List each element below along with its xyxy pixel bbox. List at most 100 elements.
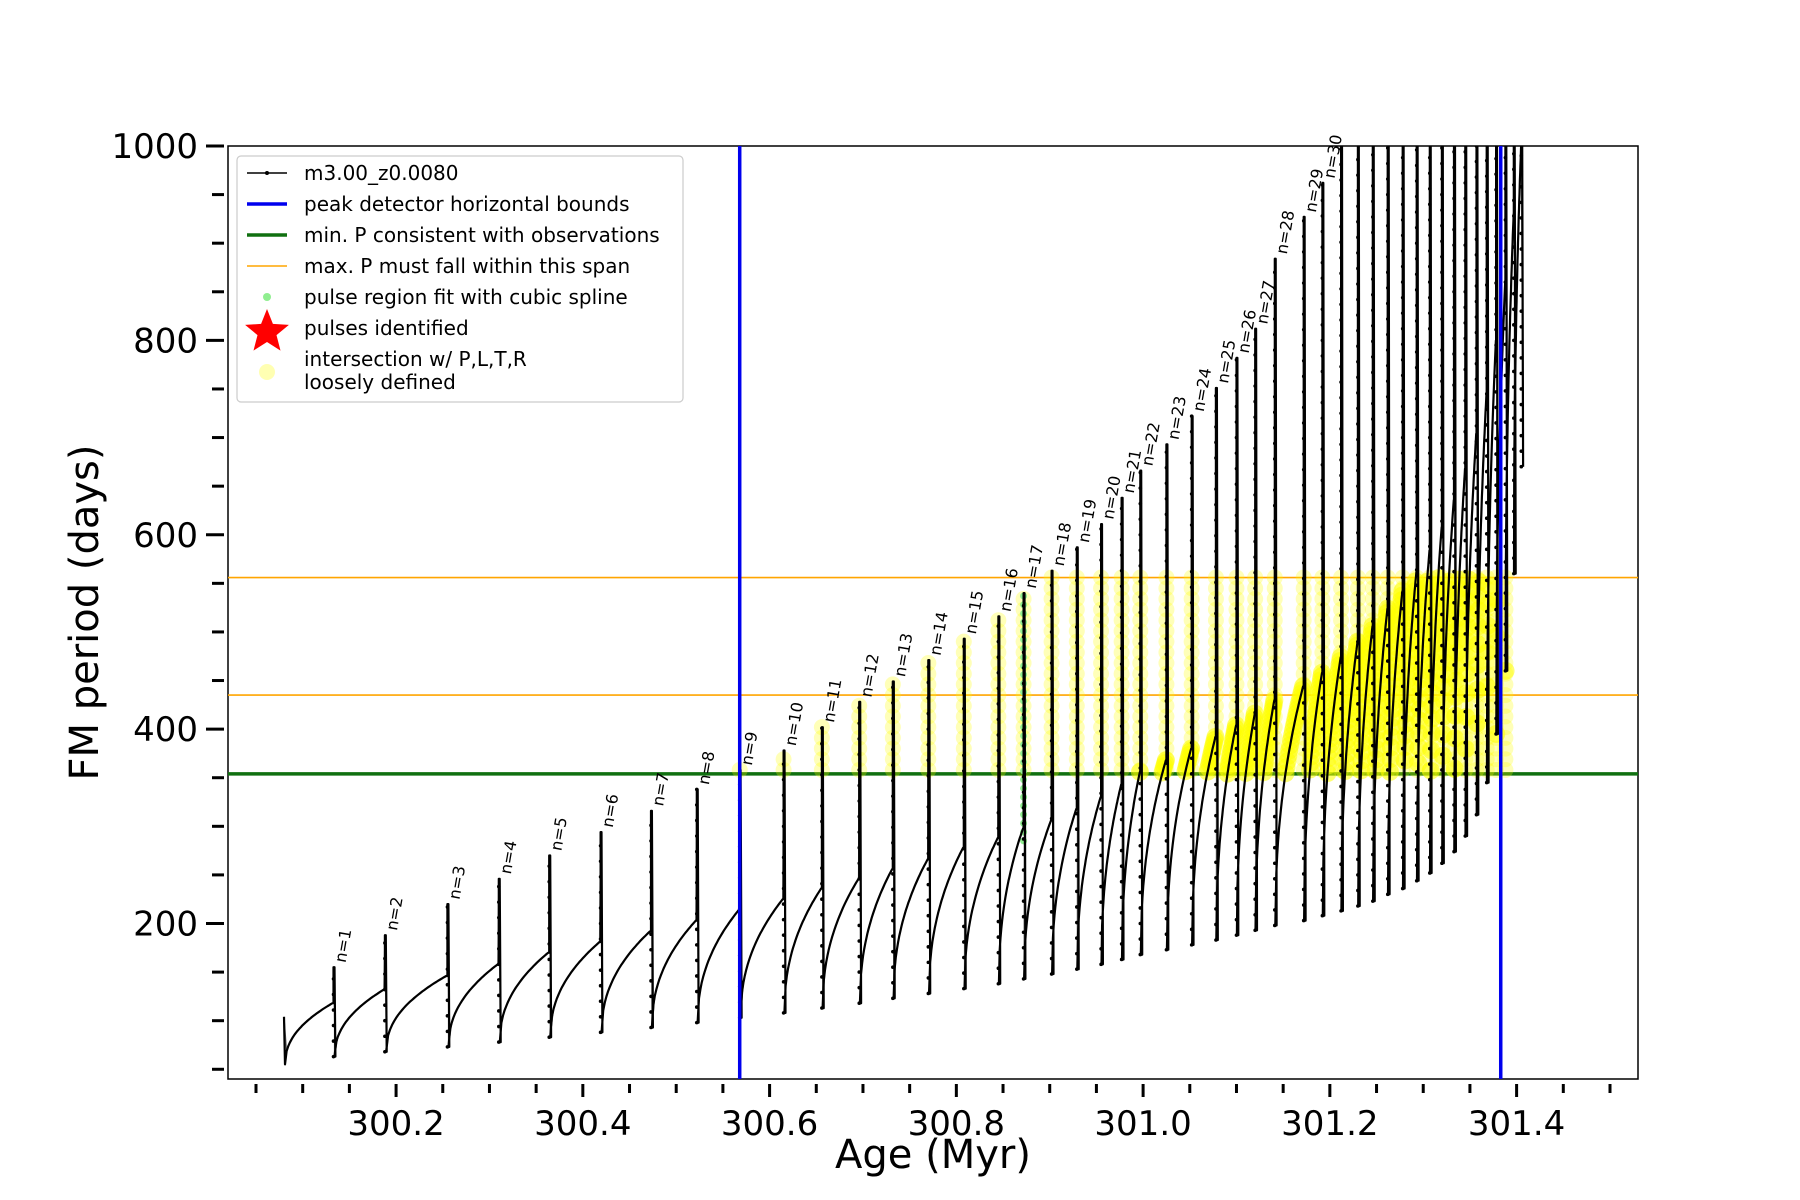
track-marker <box>1427 295 1432 300</box>
track-marker <box>1253 819 1257 824</box>
track-marker <box>1463 632 1468 636</box>
track-marker <box>996 764 1001 768</box>
track-marker <box>1414 785 1419 790</box>
track-marker <box>1503 653 1508 658</box>
track-marker <box>781 777 786 782</box>
track-marker <box>1049 878 1054 883</box>
track-marker <box>1164 450 1169 454</box>
track-marker <box>1440 783 1444 788</box>
track-marker <box>781 793 786 798</box>
y-tick-label: 600 <box>133 516 198 556</box>
track-marker <box>1414 225 1419 230</box>
track-marker <box>820 741 824 746</box>
track-marker <box>962 971 966 975</box>
track-marker <box>1440 597 1444 601</box>
track-marker <box>857 845 862 850</box>
track-marker <box>1119 848 1124 853</box>
track-marker <box>1356 313 1360 317</box>
track-marker <box>1371 837 1375 841</box>
track-marker <box>1049 925 1054 930</box>
track-marker <box>1301 358 1306 363</box>
track-marker <box>1164 512 1169 517</box>
track-marker <box>1452 243 1456 247</box>
track-marker <box>1503 560 1508 564</box>
track-marker <box>1414 288 1419 292</box>
track-marker <box>1494 312 1498 316</box>
track-marker <box>1253 524 1257 528</box>
track-marker <box>1234 622 1239 626</box>
track-marker <box>1385 737 1390 741</box>
track-marker <box>1320 742 1325 747</box>
track-marker <box>1119 755 1124 760</box>
x-tick-label: 301.2 <box>1281 1104 1378 1144</box>
track-marker <box>694 834 699 838</box>
pulse-label-n=14: n=14 <box>926 610 952 657</box>
track-marker <box>926 758 931 763</box>
track-marker <box>1463 740 1468 745</box>
track-marker <box>1339 364 1343 369</box>
track-marker <box>1138 781 1143 786</box>
track-marker <box>1427 420 1432 424</box>
track-marker <box>1164 932 1169 936</box>
track-marker <box>1301 872 1306 876</box>
track-marker <box>1272 814 1277 819</box>
track-marker <box>1253 757 1257 762</box>
track-marker <box>1385 223 1390 228</box>
track-marker <box>1253 679 1257 684</box>
track-marker <box>1519 371 1524 376</box>
track-marker <box>1400 420 1405 424</box>
track-marker <box>1474 564 1479 568</box>
track-marker <box>1427 606 1432 611</box>
track-marker <box>781 917 786 922</box>
peak-detector-bounds <box>737 146 1503 1079</box>
track-marker <box>1164 807 1169 812</box>
track-marker <box>1099 884 1103 889</box>
track-marker <box>1301 234 1306 239</box>
track-marker <box>996 842 1001 846</box>
track-marker <box>1234 824 1239 829</box>
track-marker <box>1400 264 1405 269</box>
track-marker <box>1301 592 1306 596</box>
track-marker <box>1320 509 1325 514</box>
track-marker <box>1414 474 1419 479</box>
track-marker <box>820 928 824 933</box>
track-marker <box>1463 383 1468 387</box>
track-marker <box>694 865 699 869</box>
track-marker <box>1021 806 1026 810</box>
track-marker <box>1253 881 1257 886</box>
track-marker <box>1272 612 1277 617</box>
track-marker <box>1339 411 1343 416</box>
track-marker <box>1385 426 1390 430</box>
track-marker <box>1414 567 1419 572</box>
track-marker <box>1320 307 1325 312</box>
track-marker <box>1474 750 1479 755</box>
track-marker <box>1339 738 1343 742</box>
track-marker <box>1463 181 1468 185</box>
track-marker <box>649 994 653 999</box>
track-marker <box>1400 280 1405 284</box>
track-marker <box>1484 780 1489 785</box>
track-marker <box>1440 146 1444 150</box>
track-marker <box>1301 265 1306 270</box>
track-marker <box>1301 561 1306 565</box>
track-marker <box>1356 764 1360 768</box>
track-marker <box>1385 659 1390 663</box>
track-marker <box>1474 253 1479 257</box>
track-marker <box>1452 476 1456 481</box>
track-marker <box>1272 348 1277 352</box>
track-marker <box>781 995 786 1000</box>
track-marker <box>1494 530 1498 534</box>
track-marker <box>1474 781 1479 786</box>
track-marker <box>1512 462 1516 467</box>
track-marker <box>1474 672 1479 677</box>
track-marker <box>1385 628 1390 632</box>
track-marker <box>1356 157 1360 162</box>
track-marker <box>1138 486 1143 490</box>
track-marker <box>820 912 824 917</box>
track-marker <box>1440 208 1444 212</box>
track-marker <box>1427 171 1432 176</box>
track-marker <box>1119 568 1124 573</box>
track-marker <box>926 836 931 840</box>
track-marker <box>1463 538 1468 543</box>
track-marker <box>1414 241 1419 245</box>
